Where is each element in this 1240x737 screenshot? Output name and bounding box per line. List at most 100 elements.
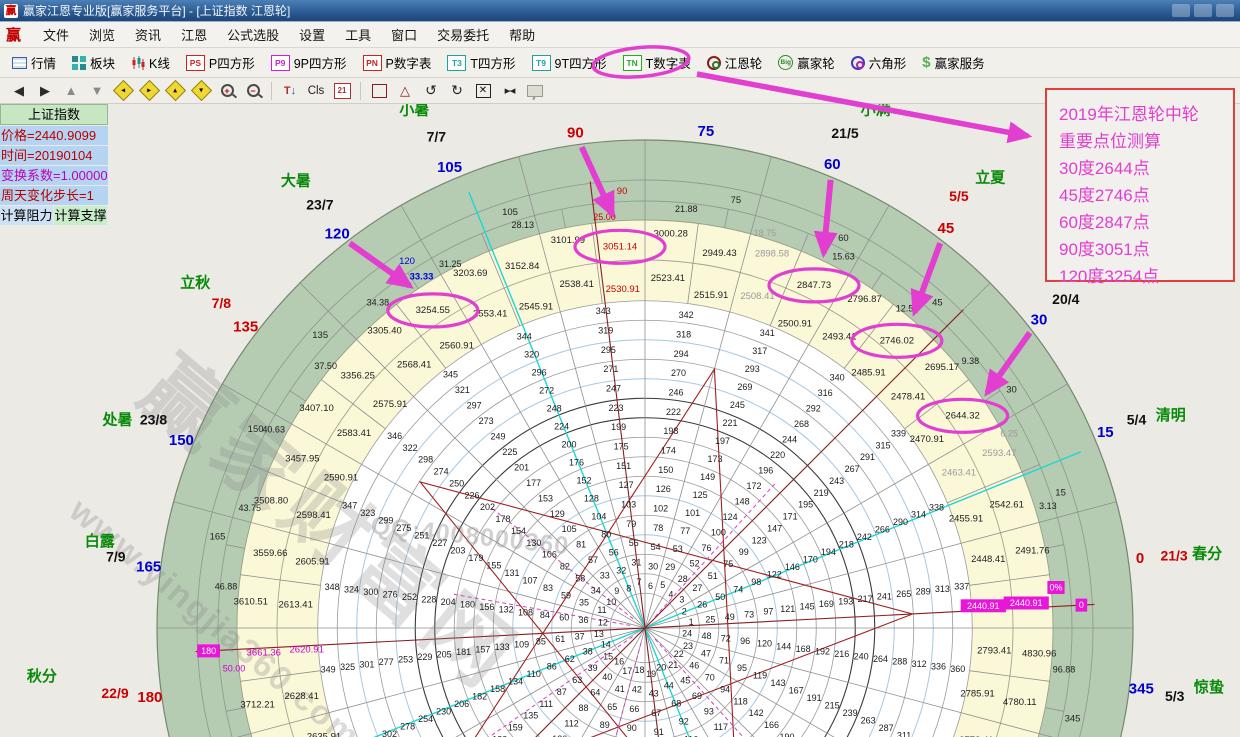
svg-text:21.88: 21.88 (675, 204, 698, 214)
svg-text:337: 337 (954, 581, 969, 591)
svg-text:316: 316 (818, 388, 833, 398)
svg-text:153: 153 (538, 493, 553, 503)
svg-text:150: 150 (248, 424, 264, 435)
svg-text:79: 79 (626, 519, 636, 529)
winner-wheel-button[interactable]: Big 赢家轮 (770, 51, 843, 75)
pan-down-icon[interactable]: ▾ (188, 79, 214, 102)
svg-text:66: 66 (629, 704, 639, 714)
up-arrow-icon[interactable]: ▲ (64, 83, 78, 98)
svg-text:26: 26 (697, 599, 707, 609)
svg-text:8: 8 (626, 584, 631, 594)
svg-text:71: 71 (719, 656, 729, 666)
svg-text:107: 107 (522, 575, 537, 585)
delete-box-icon[interactable]: ✕ (470, 81, 496, 101)
svg-text:172: 172 (746, 481, 761, 491)
svg-text:278: 278 (400, 721, 415, 731)
close-button[interactable] (1216, 4, 1234, 17)
svg-text:42: 42 (632, 685, 642, 695)
p-table-button[interactable]: PN P数字表 (355, 51, 440, 75)
calendar-icon[interactable]: 21 (329, 81, 355, 101)
svg-text:290: 290 (893, 517, 908, 527)
svg-text:49: 49 (725, 612, 735, 622)
svg-text:120: 120 (757, 639, 772, 649)
screen-tool-icon[interactable] (522, 81, 548, 101)
svg-text:104: 104 (591, 512, 606, 522)
menu-item-浏览[interactable]: 浏览 (89, 28, 116, 43)
svg-text:2542.61: 2542.61 (990, 500, 1024, 511)
svg-text:2583.41: 2583.41 (337, 428, 371, 439)
menu-item-交易委托[interactable]: 交易委托 (437, 28, 490, 43)
clear-button[interactable]: Cls (307, 84, 325, 97)
svg-text:150: 150 (658, 465, 673, 475)
svg-text:270: 270 (671, 368, 686, 378)
svg-text:165: 165 (136, 559, 161, 576)
p-square-button[interactable]: PS P四方形 (178, 51, 263, 75)
triangle-tool-icon[interactable]: △ (400, 82, 410, 98)
svg-text:154: 154 (511, 526, 526, 536)
svg-text:118: 118 (733, 696, 747, 706)
svg-text:102: 102 (653, 504, 668, 514)
menu-item-江恩[interactable]: 江恩 (181, 28, 208, 43)
svg-text:2440.91: 2440.91 (1010, 598, 1043, 608)
svg-text:130: 130 (526, 538, 541, 548)
maximize-button[interactable] (1194, 4, 1212, 17)
svg-text:268: 268 (794, 419, 809, 429)
menu-item-工具[interactable]: 工具 (345, 28, 372, 43)
svg-text:321: 321 (455, 385, 470, 395)
quotes-button[interactable]: 行情 (4, 51, 64, 75)
pan-left-icon[interactable]: ◂ (110, 79, 136, 102)
rotate-cw-icon[interactable]: ↻ (451, 82, 463, 98)
t-table-button[interactable]: TN T数字表 (615, 51, 699, 75)
rotate-ccw-icon[interactable]: ↺ (425, 82, 437, 98)
menu-item-设置[interactable]: 设置 (299, 28, 326, 43)
ps-badge-icon: PS (185, 54, 205, 71)
button-计算阻力[interactable]: 计算阻力 (0, 206, 53, 225)
menu-item-帮助[interactable]: 帮助 (509, 28, 536, 43)
button-计算支撑[interactable]: 计算支撑 (54, 206, 107, 225)
svg-text:220: 220 (770, 450, 785, 460)
svg-text:2695.17: 2695.17 (925, 362, 959, 373)
svg-text:144: 144 (776, 641, 791, 651)
t-square-button[interactable]: T3 T四方形 (439, 51, 523, 75)
9t-square-button[interactable]: T9 9T四方形 (524, 51, 615, 75)
kline-button[interactable]: K线 (123, 51, 178, 75)
minimize-button[interactable] (1172, 4, 1190, 17)
pan-right-icon[interactable]: ▸ (136, 79, 162, 102)
svg-text:96.88: 96.88 (1053, 664, 1076, 674)
menu-item-文件[interactable]: 文件 (43, 28, 70, 43)
svg-text:2493.41: 2493.41 (822, 332, 856, 343)
zoom-in-icon[interactable]: + (214, 81, 240, 101)
sectors-button[interactable]: 板块 (64, 51, 123, 75)
menu-item-窗口[interactable]: 窗口 (391, 28, 418, 43)
center-tool-icon[interactable]: ▸·◂ (504, 85, 516, 97)
svg-text:166: 166 (764, 720, 779, 730)
prev-arrow-icon[interactable]: ◀ (14, 82, 24, 98)
winner-service-button[interactable]: $ 赢家服务 (914, 51, 992, 75)
svg-text:4780.11: 4780.11 (1003, 697, 1037, 708)
next-arrow-icon[interactable]: ▶ (40, 82, 50, 98)
svg-text:77: 77 (680, 526, 690, 536)
9p-square-button[interactable]: P9 9P四方形 (263, 51, 355, 75)
down-arrow-icon[interactable]: ▼ (90, 83, 104, 98)
svg-text:15: 15 (1055, 488, 1066, 499)
svg-text:3661.36: 3661.36 (247, 648, 281, 659)
menu-items: 文件 浏览 资讯 江恩 公式选股 设置 工具 窗口 交易委托 帮助 (33, 23, 545, 46)
svg-text:46: 46 (689, 661, 699, 671)
svg-text:318: 318 (676, 330, 691, 340)
zoom-out-icon[interactable]: − (240, 81, 266, 101)
svg-text:28.13: 28.13 (512, 220, 535, 230)
annotation-line: 120度3254点 (1059, 267, 1160, 286)
menu-item-公式选股[interactable]: 公式选股 (227, 28, 280, 43)
hexagon-button[interactable]: 六角形 (843, 51, 915, 75)
menu-item-资讯[interactable]: 资讯 (135, 28, 162, 43)
svg-text:33: 33 (600, 571, 610, 581)
gann-wheel-button[interactable]: 江恩轮 (699, 51, 771, 75)
rect-tool-icon[interactable] (366, 81, 392, 101)
svg-text:6.25: 6.25 (1000, 428, 1018, 438)
svg-text:20/4: 20/4 (1052, 291, 1079, 307)
svg-text:206: 206 (454, 699, 469, 709)
svg-text:7/8: 7/8 (212, 295, 232, 311)
pan-up-icon[interactable]: ▴ (162, 79, 188, 102)
time-axis-icon[interactable]: T↓ (283, 84, 297, 97)
svg-text:2545.91: 2545.91 (519, 302, 553, 313)
